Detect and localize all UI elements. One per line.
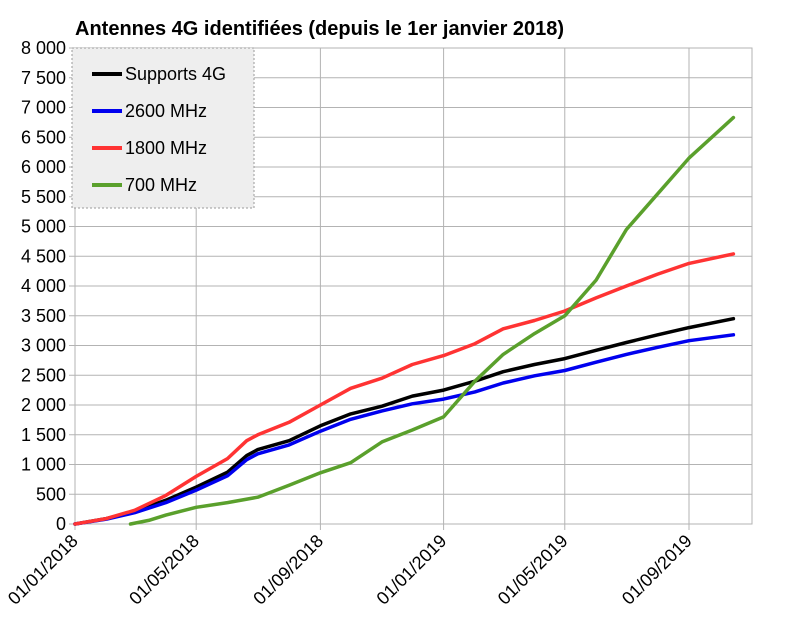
y-tick-label: 1 000 <box>21 455 66 475</box>
y-tick-label: 5 500 <box>21 187 66 207</box>
legend-label-2600-mhz: 2600 MHz <box>125 101 207 121</box>
y-tick-label: 2 000 <box>21 395 66 415</box>
series-line-1800-mhz <box>73 252 736 526</box>
y-tick-label: 4 000 <box>21 276 66 296</box>
y-tick-label: 7 000 <box>21 98 66 118</box>
series-line-700-mhz <box>128 115 736 526</box>
y-tick-label: 1 500 <box>21 425 66 445</box>
y-tick-label: 3 500 <box>21 306 66 326</box>
y-tick-label: 0 <box>56 514 66 534</box>
y-tick-label: 6 000 <box>21 157 66 177</box>
y-tick-label: 4 500 <box>21 246 66 266</box>
chart-title: Antennes 4G identifiées (depuis le 1er j… <box>75 18 564 40</box>
y-tick-label: 3 000 <box>21 336 66 356</box>
y-tick-label: 2 500 <box>21 365 66 385</box>
y-tick-label: 8 000 <box>21 38 66 58</box>
grid-layer <box>74 47 753 525</box>
legend: Supports 4G 2600 MHz 1800 MHz 700 MHz <box>71 47 255 209</box>
y-tick-label: 6 500 <box>21 127 66 147</box>
legend-label-supports-4g: Supports 4G <box>125 64 226 84</box>
series-layer <box>73 115 736 526</box>
series-line-2600-mhz <box>73 333 736 526</box>
y-tick-label: 500 <box>36 484 66 504</box>
legend-label-1800-mhz: 1800 MHz <box>125 138 207 158</box>
y-tick-label: 5 000 <box>21 217 66 237</box>
legend-label-700-mhz: 700 MHz <box>125 175 197 195</box>
series-line-supports-4g <box>73 316 736 526</box>
y-tick-label: 7 500 <box>21 68 66 88</box>
